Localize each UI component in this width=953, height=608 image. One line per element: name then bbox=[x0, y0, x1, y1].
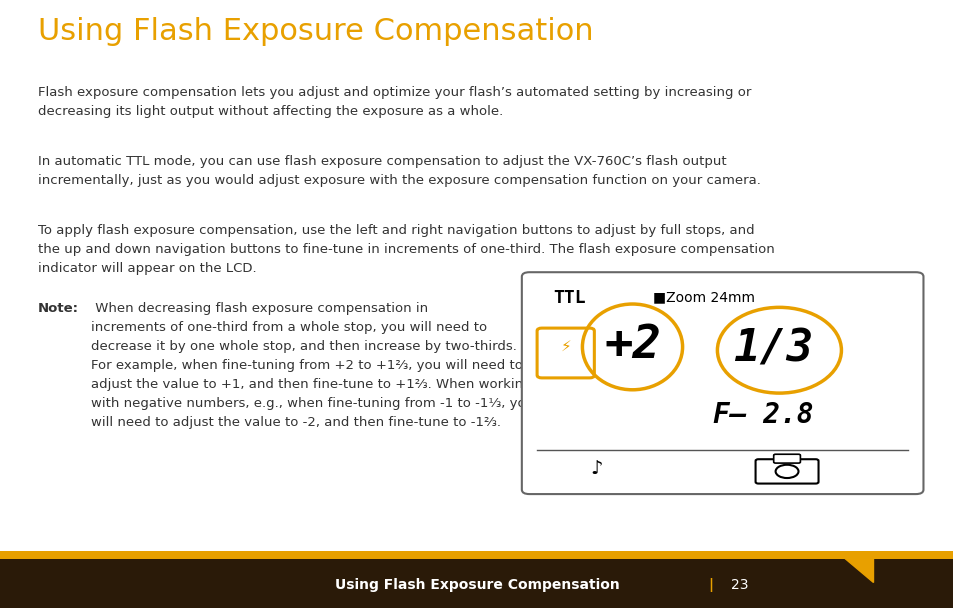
Text: Using Flash Exposure Compensation: Using Flash Exposure Compensation bbox=[335, 578, 618, 592]
Text: 1/3: 1/3 bbox=[732, 327, 812, 370]
Text: 23: 23 bbox=[730, 578, 747, 592]
Bar bbox=[0, 551, 953, 559]
Circle shape bbox=[775, 465, 798, 478]
Text: ■Zoom 24mm: ■Zoom 24mm bbox=[653, 290, 755, 304]
Text: ⚡: ⚡ bbox=[559, 339, 571, 354]
Text: When decreasing flash exposure compensation in
increments of one-third from a wh: When decreasing flash exposure compensat… bbox=[91, 302, 533, 429]
Text: TTL: TTL bbox=[553, 289, 585, 307]
Text: In automatic TTL mode, you can use flash exposure compensation to adjust the VX-: In automatic TTL mode, you can use flash… bbox=[38, 155, 760, 187]
Text: ♪: ♪ bbox=[589, 459, 602, 478]
Text: F– 2.8: F– 2.8 bbox=[712, 401, 813, 429]
FancyBboxPatch shape bbox=[537, 328, 594, 378]
FancyBboxPatch shape bbox=[521, 272, 923, 494]
Polygon shape bbox=[834, 550, 872, 582]
Text: Note:: Note: bbox=[38, 302, 79, 314]
Text: Using Flash Exposure Compensation: Using Flash Exposure Compensation bbox=[38, 16, 593, 46]
FancyBboxPatch shape bbox=[755, 459, 818, 483]
Text: Flash exposure compensation lets you adjust and optimize your flash’s automated : Flash exposure compensation lets you adj… bbox=[38, 86, 751, 118]
Text: To apply flash exposure compensation, use the left and right navigation buttons : To apply flash exposure compensation, us… bbox=[38, 224, 774, 275]
Text: |: | bbox=[707, 578, 713, 592]
FancyBboxPatch shape bbox=[773, 454, 800, 463]
Text: +2: +2 bbox=[603, 323, 660, 368]
